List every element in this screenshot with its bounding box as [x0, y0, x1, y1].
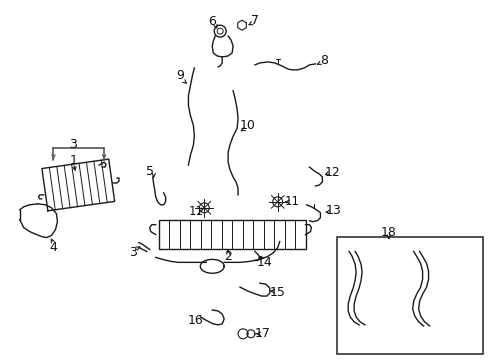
Text: 4: 4: [49, 241, 57, 254]
Text: 10: 10: [240, 119, 255, 132]
Text: 7: 7: [250, 14, 258, 27]
Text: 6: 6: [208, 15, 216, 28]
Text: 11: 11: [188, 205, 203, 218]
Text: 12: 12: [324, 166, 340, 179]
Text: 14: 14: [256, 256, 272, 269]
Text: 17: 17: [254, 327, 270, 340]
Text: 3: 3: [129, 246, 137, 259]
Text: 2: 2: [224, 250, 232, 263]
Bar: [158, 220, 305, 249]
Text: 1: 1: [69, 154, 77, 167]
Text: 8: 8: [320, 54, 328, 67]
Text: 15: 15: [269, 285, 285, 299]
Text: 3: 3: [69, 138, 77, 151]
Text: 5: 5: [145, 165, 153, 177]
Text: 16: 16: [187, 314, 203, 327]
Text: 9: 9: [176, 69, 184, 82]
Text: 13: 13: [325, 204, 341, 217]
Text: 18: 18: [380, 226, 396, 239]
Bar: [337, 237, 482, 354]
Text: 11: 11: [285, 195, 300, 208]
